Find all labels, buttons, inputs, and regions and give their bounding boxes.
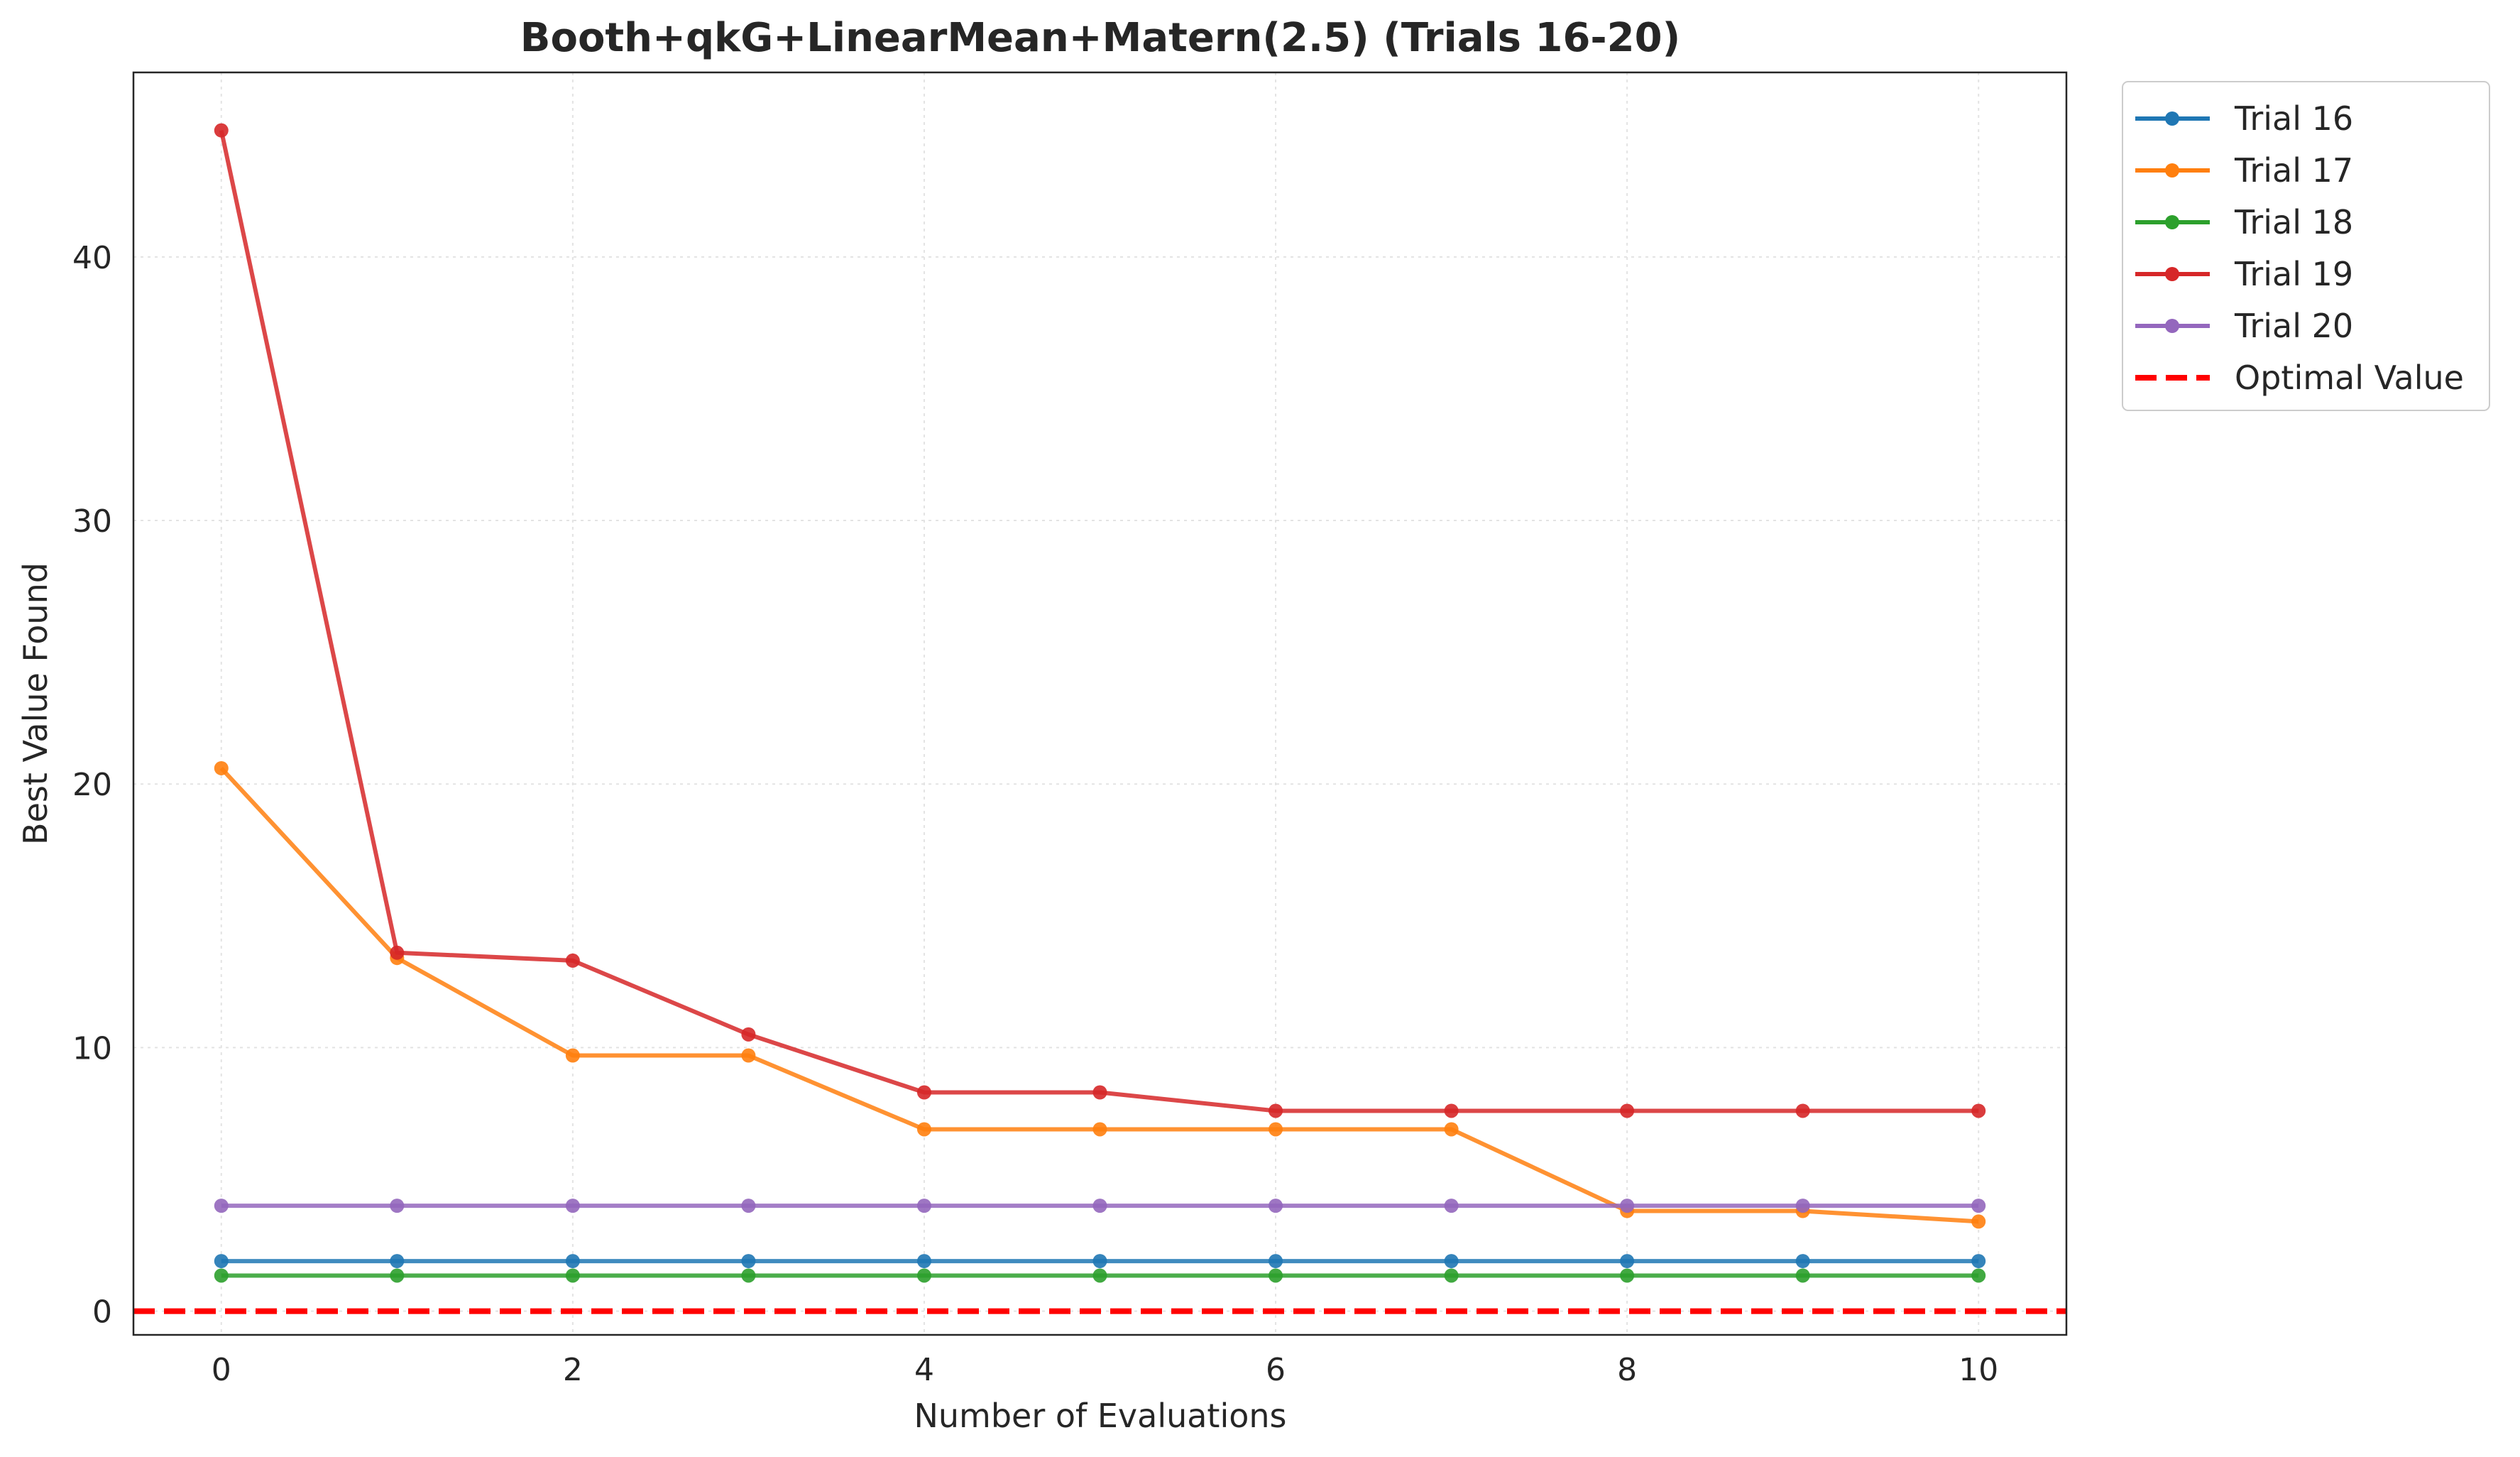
data-point <box>1620 1103 1635 1118</box>
data-point <box>565 953 580 968</box>
y-tick-label: 10 <box>72 1030 112 1066</box>
plot-background <box>133 72 2066 1335</box>
data-point <box>741 1027 756 1042</box>
legend-entry: Trial 16 <box>2135 99 2353 138</box>
legend-entry: Trial 18 <box>2135 203 2353 241</box>
data-point <box>916 1199 931 1213</box>
data-point <box>916 1268 931 1283</box>
data-point <box>1269 1268 1283 1283</box>
legend-label: Trial 17 <box>2234 151 2353 190</box>
data-point <box>214 1268 229 1283</box>
data-point <box>1795 1103 1810 1118</box>
x-tick-label: 4 <box>914 1352 934 1388</box>
data-point <box>1971 1214 1986 1229</box>
data-point <box>1092 1199 1107 1213</box>
data-point <box>916 1085 931 1100</box>
data-point <box>1269 1122 1283 1137</box>
data-point <box>1795 1268 1810 1283</box>
x-tick-label: 10 <box>1959 1352 1998 1388</box>
data-point <box>390 945 405 960</box>
data-point <box>214 1199 229 1213</box>
y-axis-label: Best Value Found <box>16 562 55 845</box>
legend-label: Trial 19 <box>2234 255 2353 293</box>
chart-title: Booth+qkG+LinearMean+Matern(2.5) (Trials… <box>520 15 1680 61</box>
data-point <box>1971 1199 1986 1213</box>
data-point <box>916 1122 931 1137</box>
y-tick-label: 40 <box>72 240 112 276</box>
plot-frame <box>132 71 2068 1336</box>
legend-label: Optimal Value <box>2235 359 2464 397</box>
x-tick-label: 6 <box>1266 1352 1286 1388</box>
data-point <box>1795 1254 1810 1269</box>
data-point <box>1269 1254 1283 1269</box>
data-point <box>390 1199 405 1213</box>
y-tick-label: 20 <box>72 767 112 803</box>
data-point <box>565 1254 580 1269</box>
series-trial-20 <box>214 1199 1986 1213</box>
data-point <box>1971 1254 1986 1269</box>
data-point <box>390 1254 405 1269</box>
legend-entry: Trial 17 <box>2135 151 2353 190</box>
data-point <box>1269 1103 1283 1118</box>
data-point <box>916 1254 931 1269</box>
data-point <box>1444 1122 1459 1137</box>
y-tick-label: 30 <box>72 503 112 540</box>
data-point <box>1795 1199 1810 1213</box>
data-point <box>390 1268 405 1283</box>
legend-label: Trial 18 <box>2234 203 2353 241</box>
data-point <box>1092 1254 1107 1269</box>
data-point <box>1971 1103 1986 1118</box>
data-point <box>214 760 229 775</box>
legend-label: Trial 16 <box>2234 99 2353 138</box>
data-point <box>1620 1268 1635 1283</box>
legend-marker <box>2165 267 2179 281</box>
legend-marker <box>2165 215 2179 229</box>
legend-marker <box>2165 319 2179 333</box>
data-point <box>565 1268 580 1283</box>
data-point <box>1269 1199 1283 1213</box>
x-axis-ticks: 0 2 4 6 8 10 <box>212 1352 1998 1388</box>
data-point <box>1444 1254 1459 1269</box>
x-tick-label: 8 <box>1617 1352 1637 1388</box>
data-point <box>1620 1254 1635 1269</box>
y-axis-ticks: 0 10 20 30 40 <box>72 240 112 1331</box>
legend-box <box>2122 81 2490 411</box>
x-tick-label: 2 <box>563 1352 583 1388</box>
x-axis-label: Number of Evaluations <box>914 1397 1286 1435</box>
data-point <box>1444 1103 1459 1118</box>
data-point <box>741 1254 756 1269</box>
legend-entry: Optimal Value <box>2135 359 2464 397</box>
series-trial-19 <box>214 123 1986 1118</box>
legend-entry: Trial 19 <box>2135 255 2353 293</box>
series-trial-16 <box>214 1254 1986 1269</box>
data-point <box>565 1199 580 1213</box>
data-point <box>741 1199 756 1213</box>
data-point <box>565 1048 580 1063</box>
data-point <box>1444 1199 1459 1213</box>
data-point <box>1971 1268 1986 1283</box>
data-point <box>741 1048 756 1063</box>
plot-area <box>132 71 2068 1336</box>
x-tick-label: 0 <box>212 1352 231 1388</box>
data-point <box>214 123 229 138</box>
legend-entry: Trial 20 <box>2135 307 2353 345</box>
data-point <box>1092 1122 1107 1137</box>
y-tick-label: 0 <box>92 1294 112 1331</box>
legend-marker <box>2165 163 2179 178</box>
legend-marker <box>2165 111 2179 126</box>
data-point <box>741 1268 756 1283</box>
data-point <box>214 1254 229 1269</box>
data-point <box>1092 1085 1107 1100</box>
data-point <box>1092 1268 1107 1283</box>
data-point <box>1620 1199 1635 1213</box>
legend-label: Trial 20 <box>2234 307 2353 345</box>
series-layer <box>214 123 1986 1283</box>
series-trial-18 <box>214 1268 1986 1283</box>
legend: Trial 16 Trial 17 Trial 18 Trial 19 Trial 20… <box>2122 81 2490 411</box>
data-point <box>1444 1268 1459 1283</box>
